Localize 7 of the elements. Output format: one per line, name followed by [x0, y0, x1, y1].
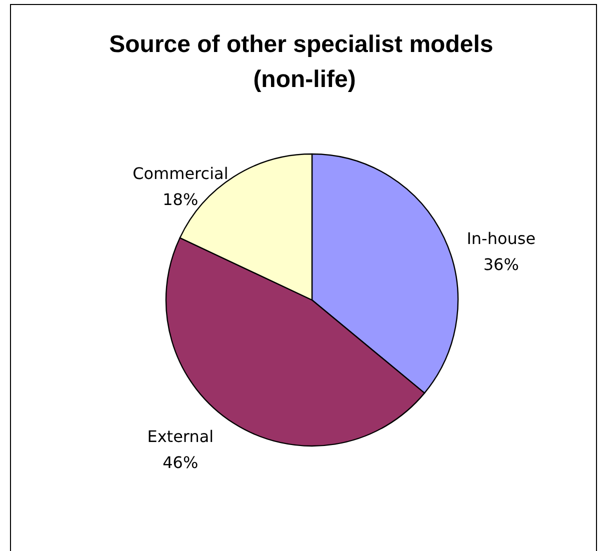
slice-label: Commercial [132, 164, 228, 183]
slice-label: External [147, 427, 214, 446]
data-label: 36% [483, 255, 519, 274]
data-label: 18% [162, 190, 198, 209]
chart-title: Source of other specialist models (non-life) [109, 31, 500, 93]
data-label: 46% [162, 453, 198, 472]
slice-label: In-house [466, 229, 536, 248]
